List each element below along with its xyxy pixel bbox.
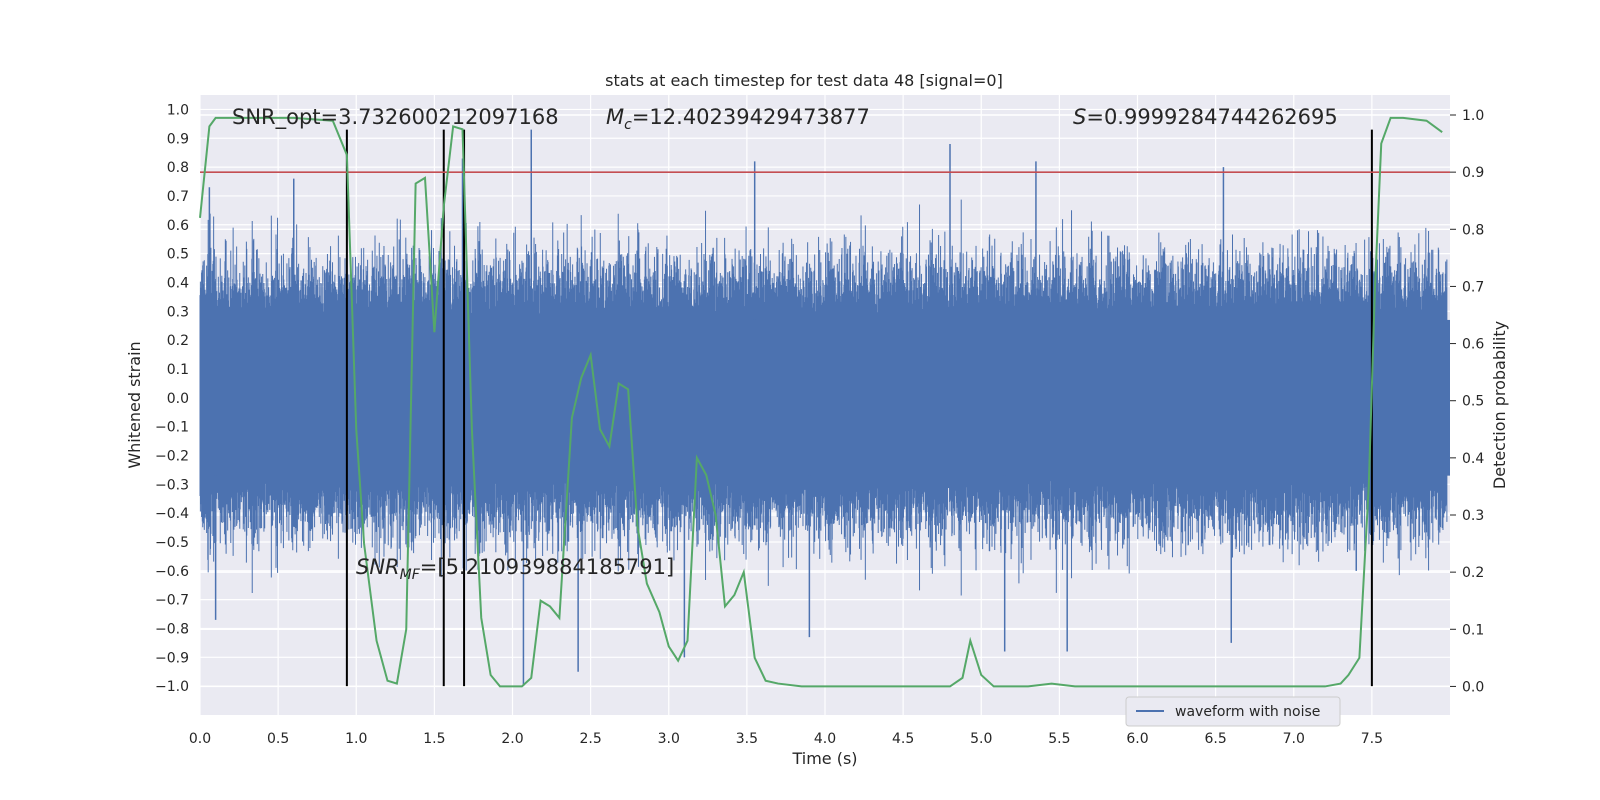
y-tick-label: −0.8: [155, 621, 189, 637]
y-axis-label: Whitened strain: [125, 341, 144, 468]
x-tick-label: 0.5: [267, 731, 289, 747]
x-tick-label: 2.0: [501, 731, 523, 747]
y2-tick-labels: 1.0 0.9 0.8 0.7 0.6 0.5 0.4 0.3 0.2 0.1 0.0: [1450, 108, 1484, 695]
y2-axis-label: Detection probability: [1490, 321, 1509, 489]
y2-tick-label: 0.9: [1462, 165, 1484, 181]
y-tick-label: 0.0: [167, 391, 189, 407]
legend-entry: waveform with noise: [1175, 704, 1320, 720]
y-tick-label: 0.1: [167, 362, 189, 378]
y2-tick-label: 1.0: [1462, 108, 1484, 124]
y-tick-label: −0.4: [155, 506, 189, 522]
mc-annotation: Mc=12.40239429473877: [606, 105, 870, 133]
y-tick-label: 0.2: [167, 333, 189, 349]
x-tick-labels: 0.0 0.5 1.0 1.5 2.0 2.5 3.0 3.5 4.0 4.5 5.0 5.5 6.0 6…: [189, 731, 1383, 747]
x-tick-label: 4.5: [892, 731, 914, 747]
detection-probability-line: [199, 116, 1443, 688]
x-tick-label: 3.5: [736, 731, 758, 747]
y-tick-label: −1.0: [155, 679, 189, 695]
vertical-markers: [345, 129, 1373, 687]
y2-tick-label: 0.4: [1462, 451, 1484, 467]
y-tick-labels: 1.0 0.9 0.8 0.7 0.6 0.5 0.4 0.3 0.2 0.1 0.0 −0.1 −0.…: [155, 102, 189, 695]
y2-tick-label: 0.1: [1462, 622, 1484, 638]
x-tick-label: 5.0: [970, 731, 992, 747]
y-tick-label: 0.5: [167, 247, 189, 263]
y-tick-label: 0.8: [167, 160, 189, 176]
snr-mf-annotation: SNRMF=[5.210939884185791]: [356, 555, 674, 583]
x-tick-label: 2.5: [579, 731, 601, 747]
y-tick-label: −0.7: [155, 593, 189, 609]
y2-tick-label: 0.7: [1462, 279, 1484, 295]
x-tick-label: 6.5: [1204, 731, 1226, 747]
x-tick-label: 4.0: [814, 731, 836, 747]
y-tick-label: −0.5: [155, 535, 189, 551]
snr-opt-annotation: SNR_opt=3.732600212097168: [232, 105, 559, 130]
waveform-series: [199, 129, 1450, 687]
y-tick-label: −0.6: [155, 564, 189, 580]
waveform-core: [200, 319, 1450, 476]
y-tick-label: 0.6: [167, 218, 189, 234]
y2-tick-label: 0.6: [1462, 337, 1484, 353]
y2-tick-label: 0.8: [1462, 222, 1484, 238]
x-tick-label: 5.5: [1048, 731, 1070, 747]
y2-tick-label: 0.2: [1462, 565, 1484, 581]
x-tick-label: 6.0: [1126, 731, 1148, 747]
x-tick-label: 7.0: [1283, 731, 1305, 747]
y-tick-label: 1.0: [167, 102, 189, 118]
y2-tick-label: 0.0: [1462, 679, 1484, 695]
y-tick-label: 0.3: [167, 304, 189, 320]
chart-title: stats at each timestep for test data 48 …: [605, 71, 1003, 90]
x-tick-label: 3.0: [658, 731, 680, 747]
legend: waveform with noise: [1125, 696, 1341, 727]
y-tick-label: −0.9: [155, 650, 189, 666]
x-tick-label: 1.0: [345, 731, 367, 747]
y-tick-label: 0.7: [167, 189, 189, 205]
s-annotation: S=0.9999284744262695: [1073, 105, 1338, 129]
x-tick-label: 1.5: [423, 731, 445, 747]
x-axis-label: Time (s): [791, 749, 857, 768]
y-tick-label: −0.3: [155, 477, 189, 493]
y-tick-label: −0.1: [155, 420, 189, 436]
legend-box: [1125, 696, 1341, 727]
y-tick-label: 0.9: [167, 131, 189, 147]
y-tick-label: −0.2: [155, 448, 189, 464]
x-tick-label: 0.0: [189, 731, 211, 747]
y2-tick-label: 0.5: [1462, 394, 1484, 410]
x-tick-label: 7.5: [1361, 731, 1383, 747]
y-tick-label: 0.4: [167, 275, 189, 291]
y2-tick-label: 0.3: [1462, 508, 1484, 524]
